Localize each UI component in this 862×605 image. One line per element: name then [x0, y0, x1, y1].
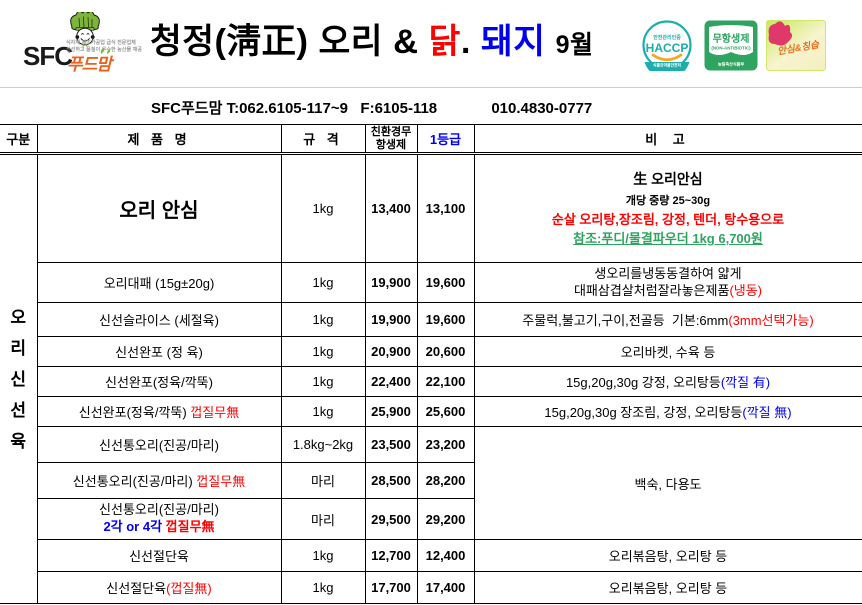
- svg-text:농림축산식품부: 농림축산식품부: [718, 61, 745, 67]
- svg-text:식품의약품안전처: 식품의약품안전처: [653, 63, 681, 68]
- svg-text:안전관리인증: 안전관리인증: [653, 34, 681, 41]
- svg-text:HACCP: HACCP: [646, 41, 689, 55]
- svg-text:(NON-ANTIBIOTIC): (NON-ANTIBIOTIC): [711, 46, 751, 51]
- svg-text:무항생제: 무항생제: [713, 32, 750, 45]
